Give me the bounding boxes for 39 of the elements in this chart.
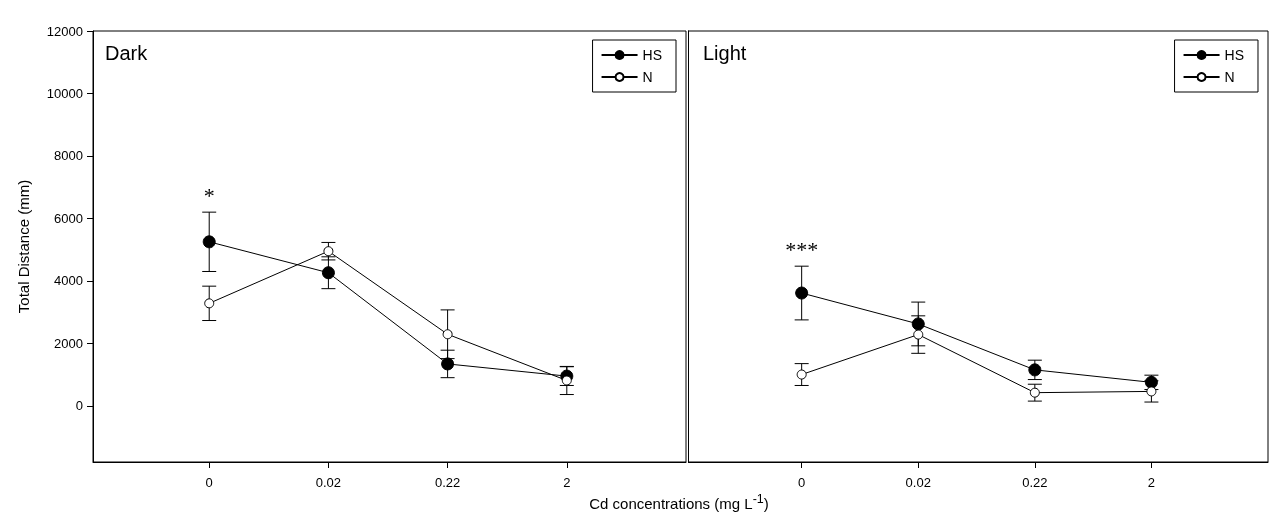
y-tick-label: 12000	[46, 23, 83, 39]
point	[202, 235, 216, 249]
point	[911, 317, 925, 331]
legend-label: N	[642, 69, 653, 85]
point	[442, 329, 453, 340]
x-axis-title: Cd concentrations (mg L$^{-1}$)	[588, 492, 770, 512]
annotation: *	[203, 182, 215, 208]
y-tick-label: 6000	[54, 210, 83, 226]
x-tick-label: 2	[563, 475, 571, 490]
x-tick-label: 0.22	[1022, 475, 1048, 490]
point	[913, 329, 924, 340]
point	[441, 357, 455, 371]
x-tick-label: 0.22	[434, 475, 461, 490]
text: Light	[703, 42, 747, 64]
annotation: ***	[785, 236, 819, 262]
y-tick-label: 2000	[54, 335, 83, 351]
legend-label: N	[1224, 69, 1235, 85]
point	[795, 286, 809, 300]
point	[321, 266, 335, 280]
legend-label: HS	[1224, 47, 1244, 63]
x-tick-label: 2	[1147, 475, 1156, 490]
point	[323, 246, 334, 257]
x-tick-label: 0	[205, 475, 213, 490]
point	[1028, 363, 1042, 377]
text: Dark	[105, 42, 149, 64]
x-tick-label: 0.02	[905, 475, 931, 490]
point	[1029, 387, 1040, 398]
x-tick-label: 0	[798, 475, 806, 490]
point	[796, 369, 807, 380]
y-tick-label: 8000	[54, 148, 83, 164]
y-tick-label: 10000	[46, 85, 83, 101]
legend-label: HS	[642, 47, 662, 63]
y-tick-label: 0	[75, 398, 83, 414]
y-axis-title: Total Distance (mm)	[15, 179, 32, 314]
x-tick-label: 0.02	[315, 475, 342, 490]
y-tick-label: 4000	[54, 273, 83, 289]
point	[204, 298, 215, 309]
point	[1146, 386, 1157, 397]
point	[561, 375, 572, 386]
